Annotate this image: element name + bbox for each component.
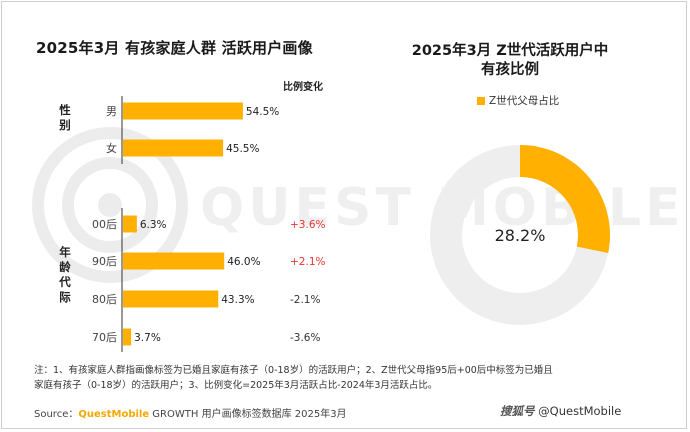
- footnote: 注：1、有孩家庭人群指画像标签为已婚且家庭有孩子（0-18岁）的活跃用户；2、Z…: [34, 365, 553, 391]
- change-column-header: 比例变化: [283, 82, 323, 93]
- source-line: Source：QuestMobile GROWTH 用户画像标签数据库 2025…: [34, 405, 347, 420]
- bar: [123, 102, 243, 120]
- group-label-age: 年龄代际: [59, 245, 71, 304]
- change-label: -3.6%: [290, 332, 320, 344]
- watermark-logo-dot: [98, 193, 122, 217]
- source-suffix: GROWTH 用户画像标签数据库 2025年3月: [149, 409, 347, 420]
- legend-label: Z世代父母占比: [489, 95, 560, 107]
- change-label: +3.6%: [290, 219, 325, 231]
- bar: [123, 139, 224, 157]
- right-chart-title: 2025年3月 Z世代活跃用户中有孩比例: [411, 43, 609, 78]
- value-label: 43.3%: [221, 294, 254, 306]
- source-brand: QuestMobile: [78, 409, 150, 420]
- value-label: 46.0%: [227, 256, 260, 268]
- donut-center-label: 28.2%: [495, 226, 546, 245]
- watermark-logo-ring-outer: [32, 127, 188, 283]
- left-chart-title: 2025年3月 有孩家庭人群 活跃用户画像: [36, 39, 313, 57]
- value-label: 45.5%: [226, 143, 259, 155]
- publisher-mark: 搜狐号: [500, 404, 535, 418]
- category-label: 80后: [92, 293, 117, 306]
- value-label: 3.7%: [134, 332, 161, 344]
- category-label: 90后: [92, 255, 117, 268]
- bar-chart: 男 54.5% 女 45.5% 00后 6.3% +3.6% 90后 46.0% +2.1% 80后…: [92, 96, 325, 352]
- publisher-handle: @QuestMobile: [538, 404, 622, 418]
- bar: [123, 290, 219, 308]
- bar: [123, 215, 137, 233]
- category-label: 女: [106, 141, 117, 155]
- change-label: -2.1%: [290, 294, 320, 306]
- value-label: 54.5%: [246, 106, 279, 118]
- donut-chart: 28.2%: [430, 145, 610, 325]
- publisher-watermark: 搜狐号 @QuestMobile: [500, 403, 621, 419]
- category-label: 70后: [92, 331, 117, 344]
- bar: [123, 252, 225, 270]
- legend-swatch: [477, 96, 485, 105]
- bar: [123, 328, 132, 346]
- category-label: 男: [106, 105, 117, 118]
- donut-slice: [520, 145, 610, 253]
- source-prefix: Source：: [34, 409, 79, 420]
- donut-legend: Z世代父母占比: [477, 93, 559, 108]
- group-label-gender: 性别: [59, 103, 71, 132]
- change-label: +2.1%: [290, 256, 325, 268]
- value-label: 6.3%: [140, 219, 167, 231]
- category-label: 00后: [92, 218, 117, 231]
- watermark-logo-ring-inner: [62, 157, 158, 253]
